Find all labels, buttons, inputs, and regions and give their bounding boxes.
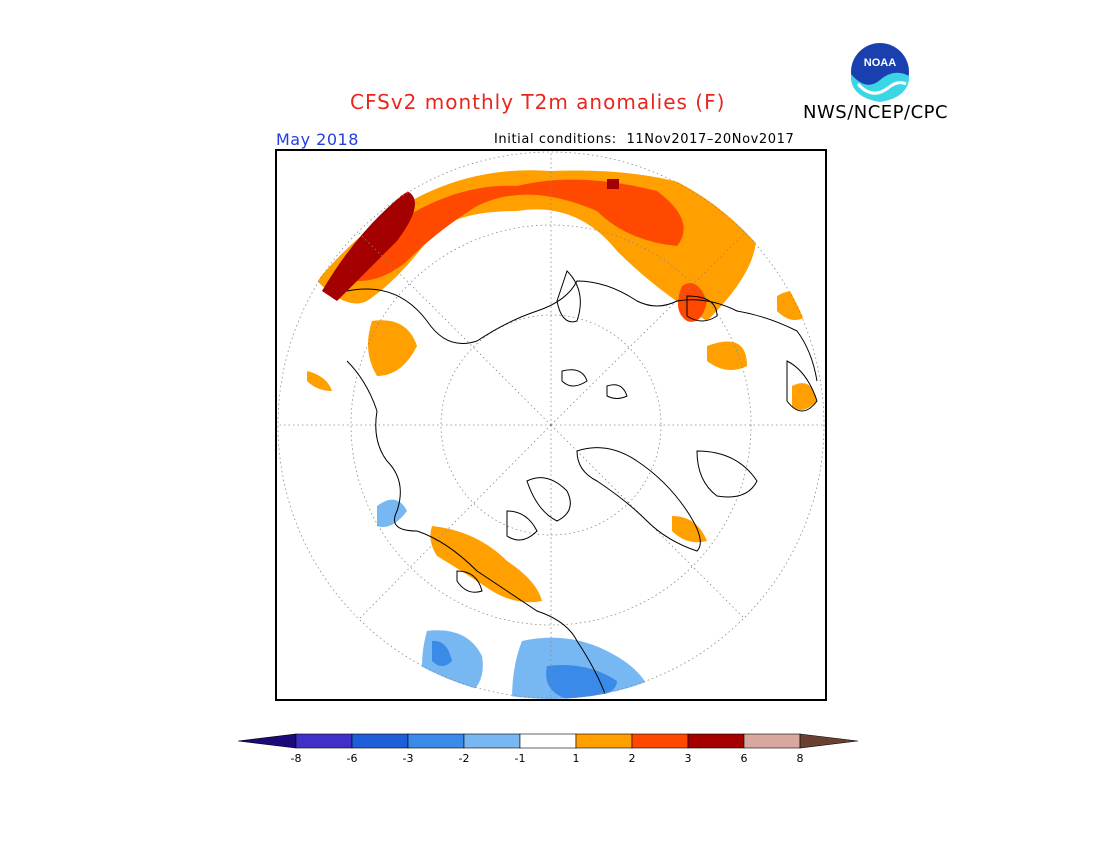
colorbar [238,733,859,749]
initial-conditions: Initial conditions: 11Nov2017–20Nov2017 [494,132,794,147]
valid-month-label: May 2018 [276,130,359,149]
colorbar-tick-label: 6 [740,752,748,765]
colorbar-tick-label: -3 [402,752,414,765]
colorbar-tick-label: 8 [796,752,804,765]
map-frame [275,149,827,701]
noaa-logo-text: NOAA [864,57,896,69]
anomaly-shading [307,170,817,699]
colorbar-segment [575,733,633,749]
coastlines [346,270,818,699]
colorbar-tick-label: 1 [572,752,580,765]
colorbar-tick-label: -8 [290,752,302,765]
initial-conditions-range: 11Nov2017–20Nov2017 [626,132,795,147]
graticule [277,151,825,699]
colorbar-segment [631,733,689,749]
polar-map [277,151,825,699]
colorbar-tick-label: 3 [684,752,692,765]
colorbar-tick-label: -2 [458,752,470,765]
colorbar-tick-label: -1 [514,752,526,765]
noaa-logo-icon: NOAA [849,41,911,103]
colorbar-segment [463,733,521,749]
colorbar-segment [687,733,745,749]
colorbar-segment [351,733,409,749]
colorbar-tick-label: 2 [628,752,636,765]
colorbar-arrow-low [238,733,297,749]
initial-conditions-label: Initial conditions: [494,132,617,147]
colorbar-segment [743,733,801,749]
colorbar-segment [407,733,465,749]
colorbar-segment [519,733,577,749]
colorbar-tick-label: -6 [346,752,358,765]
colorbar-arrow-high [799,733,859,749]
chart-title: CFSv2 monthly T2m anomalies (F) [350,90,726,114]
colorbar-segment [295,733,353,749]
organization-label: NWS/NCEP/CPC [803,102,949,123]
